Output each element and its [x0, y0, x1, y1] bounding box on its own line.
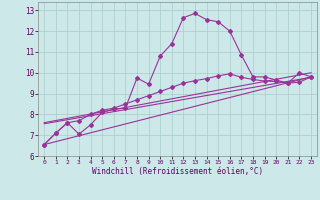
X-axis label: Windchill (Refroidissement éolien,°C): Windchill (Refroidissement éolien,°C) [92, 167, 263, 176]
